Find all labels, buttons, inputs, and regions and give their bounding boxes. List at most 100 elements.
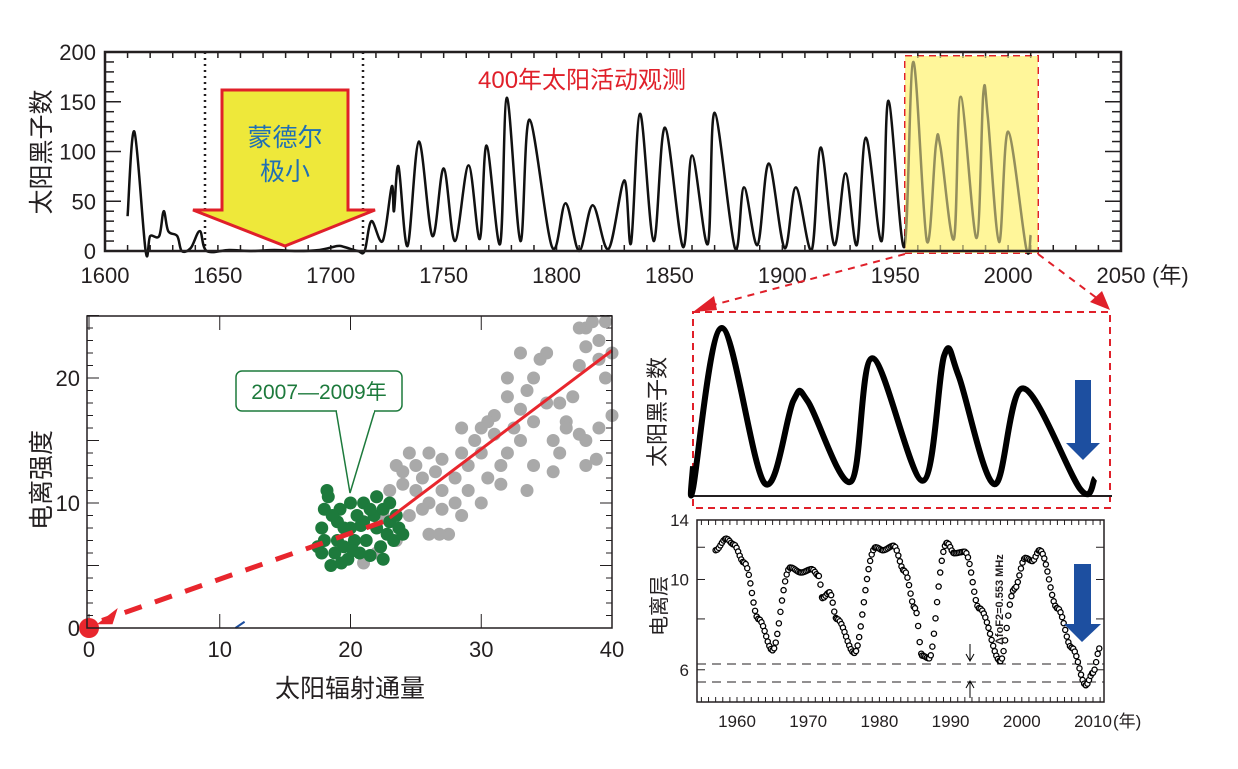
x-tick-label: 2050	[1097, 263, 1146, 288]
ionosphere-point	[1077, 671, 1085, 678]
ionosphere-point	[935, 583, 942, 590]
x-tick-label: 1950	[871, 263, 920, 288]
sunspot-inset-chart: 太阳黑子数	[645, 311, 1112, 509]
ionosphere-point	[988, 636, 995, 644]
green-point	[363, 549, 377, 562]
ionosphere-point	[781, 578, 789, 585]
green-point	[315, 521, 329, 535]
gray-point	[527, 371, 541, 385]
gray-point	[461, 484, 475, 497]
ionosphere-point	[772, 639, 779, 646]
gray-point	[520, 384, 534, 397]
green-point	[359, 534, 373, 547]
ionosphere-point	[770, 645, 778, 652]
chart-title: 400年太阳活动观测	[478, 67, 686, 94]
green-point	[334, 556, 348, 570]
gray-point	[527, 415, 541, 429]
green-point	[328, 546, 342, 560]
ionosphere-point	[983, 619, 991, 626]
connector-left	[701, 253, 906, 309]
ionosphere-point	[1005, 612, 1012, 619]
connector-right-arrowhead	[1090, 291, 1110, 310]
fit-line	[388, 349, 613, 520]
ionosphere-point	[907, 590, 914, 597]
delta-arrow-up	[965, 679, 975, 698]
gray-point	[598, 371, 612, 385]
ionosphere-point	[970, 588, 978, 596]
callout: 2007—2009年	[235, 370, 403, 494]
ionosphere-point	[1008, 592, 1015, 600]
green-point	[387, 534, 401, 547]
ionosphere-point	[745, 571, 753, 579]
y-tick-label: 10	[56, 491, 80, 516]
x-tick-label: 1960	[718, 712, 756, 731]
inset-sunspot-line	[687, 324, 1098, 499]
gray-point	[592, 334, 606, 347]
gray-point	[513, 434, 527, 447]
ionosphere-point	[927, 652, 935, 659]
ionosphere-point	[1096, 645, 1103, 652]
gray-point	[592, 421, 606, 435]
ionosphere-point	[778, 597, 786, 604]
extrapolation-arrowhead	[96, 608, 118, 625]
ionosphere-point	[829, 599, 836, 606]
green-point	[383, 496, 397, 510]
ionosphere-point	[905, 581, 913, 589]
y-tick-label: 50	[72, 189, 96, 214]
iono-x-unit: (年)	[1113, 712, 1141, 731]
ionosphere-point	[1016, 572, 1023, 579]
ionosphere-point	[913, 609, 920, 617]
ionosphere-point	[985, 624, 992, 632]
gray-point	[546, 434, 560, 447]
ionosphere-point	[972, 596, 980, 604]
ionosphere-point	[855, 633, 863, 641]
gray-point	[494, 477, 508, 491]
ionosphere-point	[969, 578, 976, 586]
x-tick-label: 2000	[1003, 712, 1041, 731]
gray-point	[520, 484, 534, 497]
gray-point	[455, 509, 469, 522]
gray-point	[513, 346, 527, 360]
ionosphere-point	[857, 623, 864, 630]
gray-point	[481, 415, 495, 429]
green-point	[374, 540, 388, 554]
gray-point	[553, 396, 567, 410]
y-tick-label: 14	[670, 511, 689, 530]
ionosphere-point	[967, 569, 975, 576]
inset-frame	[692, 311, 1111, 509]
x-tick-label: 1900	[758, 263, 807, 288]
callout-box	[235, 370, 403, 412]
ionosphere-point	[1042, 561, 1050, 568]
x-tick-label: 1650	[193, 263, 242, 288]
ionosphere-point	[1076, 665, 1083, 672]
ionosphere-point	[866, 557, 874, 565]
gray-point	[415, 471, 429, 485]
ionosphere-chart: 1960 1970 1980 1990 2000 2010 6 10 14 ΔfoF2=0.55…	[648, 511, 1141, 731]
ionosphere-point	[916, 638, 923, 646]
gray-point	[428, 465, 442, 479]
green-point	[315, 546, 329, 560]
gray-point	[527, 459, 541, 472]
delta-arrow-down	[965, 644, 975, 663]
scatter-chart: 0 10 20 30 40 0 10 20 2007—2009年 太阳辐射通量 电离强度	[28, 315, 624, 703]
ionosphere-point	[940, 548, 947, 556]
iono-frame	[696, 519, 1105, 703]
iono-annotation: ΔfoF2=0.553 MHz	[994, 554, 1006, 645]
ionosphere-point	[1044, 568, 1051, 575]
x-tick-label: 20	[338, 637, 362, 662]
scatter-frame	[86, 315, 613, 629]
ionosphere-point	[930, 630, 938, 637]
ionosphere-point	[966, 560, 973, 568]
iono-y-label: 电离层	[648, 576, 671, 636]
ionosphere-point	[1074, 658, 1082, 666]
green-point	[325, 509, 339, 522]
y-tick-label: 150	[59, 90, 96, 115]
x-tick-label: 1850	[645, 263, 694, 288]
gray-point	[566, 390, 580, 404]
ionosphere-point	[936, 569, 944, 576]
ionosphere-point	[896, 558, 904, 565]
gray-point	[500, 446, 514, 460]
y-tick-label: 20	[56, 366, 80, 391]
gray-point	[432, 527, 446, 541]
gray-point	[559, 421, 573, 435]
